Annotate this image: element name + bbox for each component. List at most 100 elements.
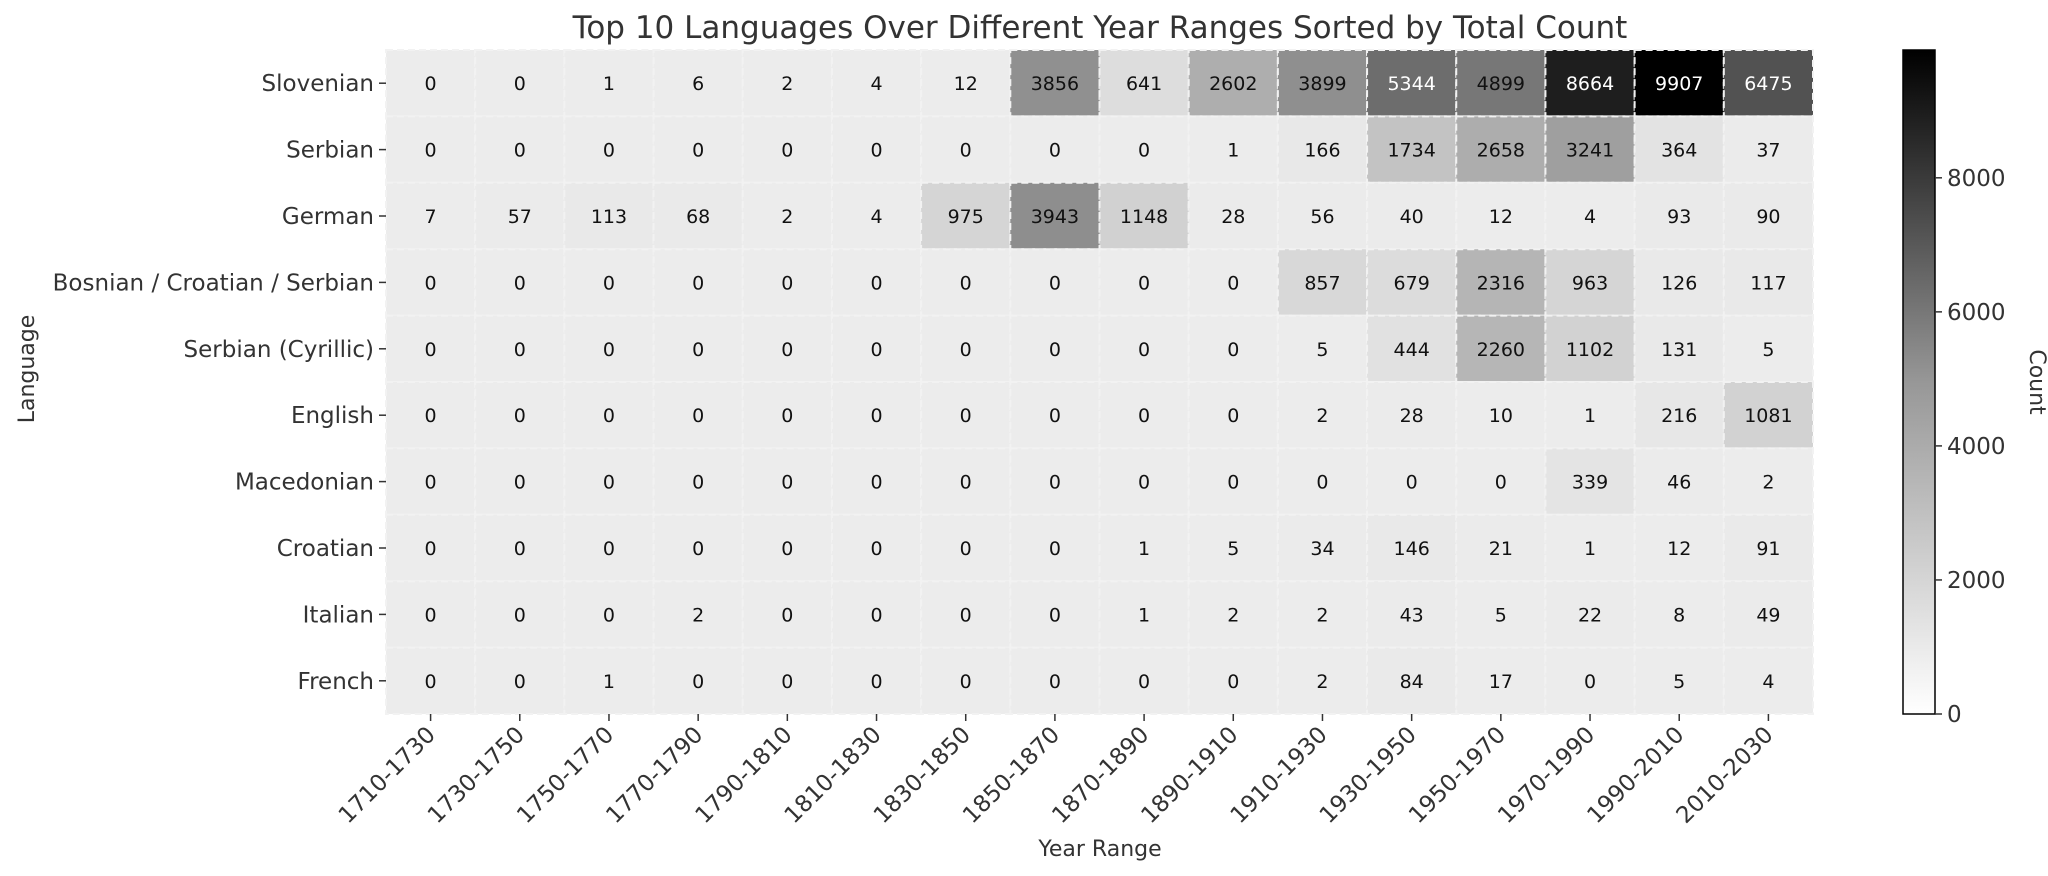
heatmap-cell <box>1544 49 1636 118</box>
cell-value-label: 0 <box>692 538 704 560</box>
cell-value-label: 68 <box>686 206 710 228</box>
cell-value-label: 0 <box>960 405 972 427</box>
cell-value-label: 0 <box>603 604 615 626</box>
heatmap-cell <box>741 115 833 184</box>
cell-value-label: 0 <box>1138 272 1150 294</box>
heatmap-cell <box>652 646 744 715</box>
heatmap-cell <box>830 447 923 516</box>
cell-value-label: 2 <box>1316 604 1328 626</box>
heatmap-cell <box>1187 181 1279 251</box>
cell-value-label: 0 <box>781 472 793 494</box>
heatmap-cell <box>1633 181 1725 251</box>
cell-value-label: 0 <box>603 538 615 560</box>
heatmap-cell <box>1366 49 1458 118</box>
cell-value-label: 0 <box>425 405 437 427</box>
cell-value-label: 0 <box>1227 671 1239 693</box>
heatmap-cell <box>1098 314 1190 384</box>
cell-value-label: 2 <box>781 206 793 228</box>
heatmap-cell <box>830 314 923 384</box>
cell-value-label: 0 <box>425 538 437 560</box>
heatmap-cell <box>563 580 655 649</box>
heatmap-cell <box>652 513 744 583</box>
y-tick-label: Serbian (Cyrillic) <box>184 337 374 363</box>
y-tick-label: Serbian <box>286 138 374 164</box>
cell-value-label: 56 <box>1310 206 1334 228</box>
cell-value-label: 0 <box>781 140 793 162</box>
heatmap-cell <box>563 314 655 384</box>
x-tick-labels: 1710-17301730-17501750-17701770-17901790… <box>334 714 1779 829</box>
cell-value-label: 0 <box>1406 472 1418 494</box>
cell-value-label: 0 <box>425 73 437 95</box>
heatmap-cell <box>741 181 833 251</box>
cell-value-label: 0 <box>960 538 972 560</box>
cell-value-label: 37 <box>1756 140 1780 162</box>
cell-value-label: 0 <box>870 604 882 626</box>
heatmap-cell <box>652 580 744 649</box>
heatmap-cell <box>1633 314 1725 384</box>
cell-value-label: 0 <box>960 472 972 494</box>
heatmap-cell <box>652 115 744 184</box>
heatmap-cell <box>563 513 655 583</box>
cell-value-label: 0 <box>781 604 793 626</box>
cell-value-label: 22 <box>1578 604 1602 626</box>
cell-value-label: 216 <box>1661 405 1697 427</box>
heatmap-cell <box>1276 248 1369 317</box>
heatmap-cell <box>830 248 923 317</box>
cell-value-label: 12 <box>1489 206 1513 228</box>
cell-value-label: 0 <box>692 140 704 162</box>
cell-value-label: 40 <box>1400 206 1424 228</box>
heatmap-cell <box>1722 49 1814 118</box>
heatmap-cell <box>830 49 923 118</box>
cell-value-label: 17 <box>1489 671 1513 693</box>
cell-value-label: 0 <box>514 405 526 427</box>
heatmap-cell <box>1633 381 1725 450</box>
colorbar-tick-label: 6000 <box>1947 300 2006 326</box>
cell-value-label: 0 <box>514 140 526 162</box>
heatmap-cell <box>920 115 1012 184</box>
heatmap-cell <box>385 580 477 649</box>
y-tick-label: Croatian <box>277 536 374 562</box>
colorbar-tick-label: 4000 <box>1947 434 2006 460</box>
cell-value-label: 679 <box>1394 272 1430 294</box>
cell-value-label: 0 <box>425 272 437 294</box>
cell-value-label: 0 <box>603 339 615 361</box>
cell-value-label: 0 <box>514 472 526 494</box>
cell-value-label: 2 <box>1316 405 1328 427</box>
cell-value-label: 57 <box>508 206 532 228</box>
cell-value-label: 1 <box>1138 538 1150 560</box>
cell-value-label: 0 <box>425 339 437 361</box>
heatmap-cell <box>1544 181 1636 251</box>
heatmap-cell <box>1276 115 1369 184</box>
cell-value-label: 7 <box>425 206 437 228</box>
y-tick-label: French <box>298 669 374 695</box>
heatmap-cell <box>1544 314 1636 384</box>
cell-value-label: 0 <box>960 339 972 361</box>
cell-value-label: 0 <box>425 140 437 162</box>
cell-value-label: 0 <box>870 405 882 427</box>
heatmap-cell <box>1276 314 1369 384</box>
heatmap-cell <box>385 248 477 317</box>
cell-value-label: 0 <box>781 671 793 693</box>
y-tick-labels: Slovenian Serbian German Bosnian / Croatian… <box>53 71 386 695</box>
colorbar-gradient <box>1902 49 1936 715</box>
cell-value-label: 0 <box>1138 140 1150 162</box>
y-tick-label: Bosnian / Croatian / Serbian <box>53 270 374 296</box>
y-tick-label: Slovenian <box>262 71 374 97</box>
cell-value-label: 975 <box>948 206 984 228</box>
cell-value-label: 0 <box>870 671 882 693</box>
heatmap-cell <box>474 447 566 516</box>
heatmap-cell <box>563 115 655 184</box>
heatmap-cell <box>1455 646 1547 715</box>
heatmap-cell <box>920 646 1012 715</box>
heatmap-cell <box>652 381 744 450</box>
heatmap-cell <box>741 381 833 450</box>
heatmap-cell <box>1098 513 1190 583</box>
heatmap-cell <box>1722 580 1814 649</box>
heatmap-cell <box>1009 381 1101 450</box>
cell-value-label: 339 <box>1572 472 1608 494</box>
heatmap-cell <box>1009 49 1101 118</box>
cell-value-label: 1102 <box>1566 339 1614 361</box>
cell-value-label: 28 <box>1221 206 1245 228</box>
colorbar: 0 2000 4000 6000 8000 <box>1902 49 2006 728</box>
